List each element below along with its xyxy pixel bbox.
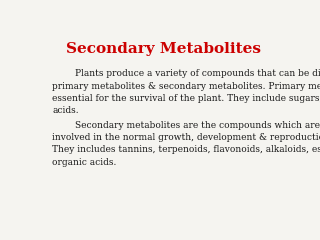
Text: Secondary metabolites are the compounds which are not directly
involved in the n: Secondary metabolites are the compounds … [52, 121, 320, 167]
Text: Secondary Metabolites: Secondary Metabolites [67, 42, 261, 56]
Text: Plants produce a variety of compounds that can be divided in to
primary metaboli: Plants produce a variety of compounds th… [52, 69, 320, 115]
